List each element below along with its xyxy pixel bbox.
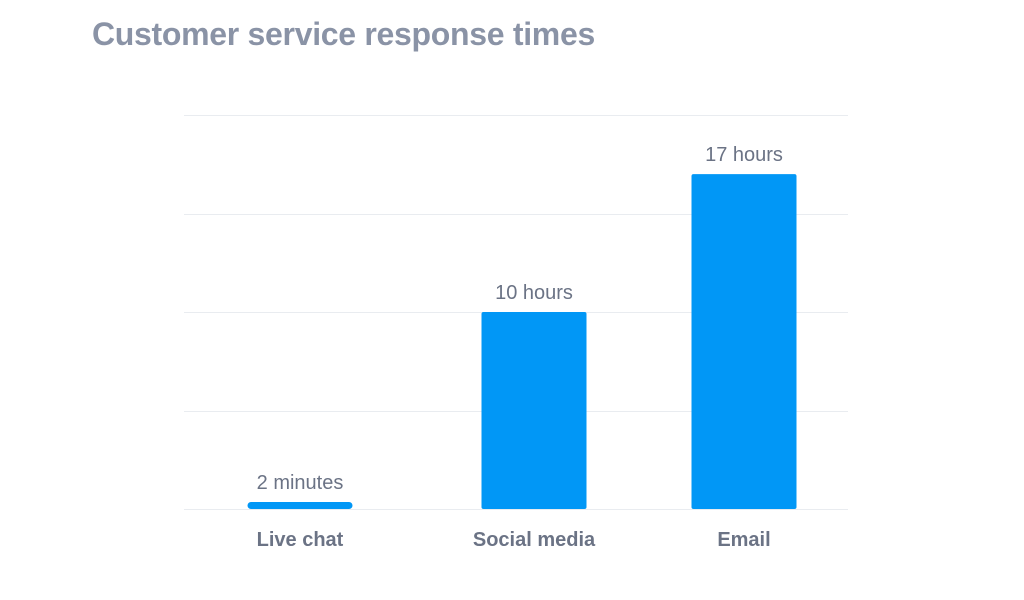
data-label-email: 17 hours <box>705 144 783 166</box>
bar-email <box>691 174 797 509</box>
category-label-social-media: Social media <box>473 529 596 551</box>
category-label-live-chat: Live chat <box>257 529 344 551</box>
chart-title: Customer service response times <box>92 16 595 52</box>
data-labels: 2 minutes 10 hours 17 hours <box>257 144 783 494</box>
category-label-email: Email <box>717 529 770 551</box>
bars <box>247 174 797 509</box>
data-label-live-chat: 2 minutes <box>257 472 344 494</box>
data-label-social-media: 10 hours <box>495 282 573 304</box>
bar-social-media <box>481 312 587 509</box>
category-labels: Live chat Social media Email <box>257 529 771 551</box>
bar-live-chat <box>247 502 353 509</box>
